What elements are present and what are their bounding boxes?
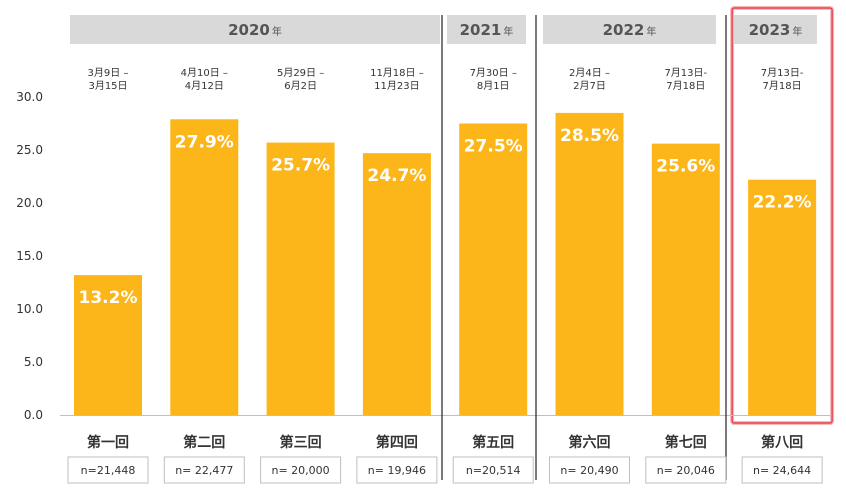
sample-size-label: n= 20,046 (657, 464, 715, 477)
sample-size-box (356, 456, 438, 484)
sample-size-label: n=20,514 (466, 464, 521, 477)
period-end: 4月12日 (185, 80, 224, 92)
sample-size-label: n= 24,644 (753, 464, 811, 477)
sample-size-box (452, 456, 534, 484)
year-header (734, 15, 817, 44)
year-number: 2020 (228, 21, 270, 39)
sample-size-box (260, 456, 342, 484)
year-unit: 年 (792, 25, 802, 38)
year-header (543, 15, 716, 44)
category-label: 第二回 (183, 434, 225, 451)
sample-size-box (549, 456, 630, 484)
category-label: 第七回 (665, 434, 707, 451)
year-number: 2021 (460, 21, 502, 39)
sample-size-box (645, 456, 727, 484)
value-label: 28.5% (560, 126, 619, 146)
category-label: 第五回 (472, 434, 514, 451)
value-label: 27.5% (464, 137, 523, 157)
y-tick-label: 10.0 (16, 302, 43, 316)
highlight-box (731, 7, 833, 424)
year-label: 2021 年 (460, 21, 514, 39)
period-end: 11月23日 (374, 80, 419, 92)
period-end: 6月2日 (284, 80, 317, 92)
sample-size-label: n= 19,946 (368, 464, 426, 477)
sample-size-box (163, 456, 245, 484)
value-label: 25.7% (271, 156, 330, 176)
bar-4 (362, 153, 431, 415)
year-unit: 年 (503, 25, 513, 38)
year-label: 2020 年 (228, 21, 282, 39)
sample-size-label: n= 22,477 (175, 464, 233, 477)
period-start: 7月30日 – (470, 67, 517, 79)
period-end: 3月15日 (88, 80, 127, 92)
period-end: 7月18日 (763, 80, 802, 92)
year-label: 2022 年 (603, 21, 657, 39)
year-unit: 年 (272, 25, 282, 38)
bar-1 (74, 275, 142, 415)
value-label: 27.9% (175, 132, 234, 152)
year-unit: 年 (646, 25, 656, 38)
value-label: 22.2% (753, 193, 812, 213)
bar-8 (748, 179, 817, 415)
year-header (447, 15, 526, 44)
period-start: 11月18日 – (370, 67, 424, 79)
category-label: 第八回 (761, 434, 803, 451)
category-label: 第一回 (87, 434, 129, 451)
period-start: 5月29日 – (277, 67, 324, 79)
period-start: 7月13日- (761, 67, 804, 79)
period-end: 7月18日 (666, 80, 705, 92)
period-end: 8月1日 (477, 80, 510, 92)
period-start: 7月13日- (664, 67, 707, 79)
period-start: 4月10日 – (181, 67, 228, 79)
y-tick-label: 25.0 (16, 143, 43, 157)
bar-3 (266, 142, 335, 415)
sample-size-label: n= 20,490 (560, 464, 618, 477)
category-label: 第四回 (376, 434, 418, 451)
value-label: 25.6% (656, 157, 715, 177)
category-label: 第三回 (280, 434, 322, 451)
sample-size-label: n=21,448 (81, 464, 136, 477)
y-tick-label: 5.0 (24, 355, 43, 369)
sample-size-box (67, 456, 149, 484)
y-tick-label: 20.0 (16, 196, 43, 210)
period-start: 2月4日 – (569, 67, 610, 79)
value-label: 13.2% (79, 288, 138, 308)
y-tick-label: 30.0 (16, 90, 43, 104)
year-header (70, 15, 440, 44)
bar-6 (555, 112, 624, 416)
sample-size-box (741, 456, 823, 484)
y-tick-label: 0.0 (24, 408, 43, 422)
period-end: 2月7日 (573, 80, 606, 92)
value-label: 24.7% (367, 166, 426, 186)
y-tick-label: 15.0 (16, 249, 43, 263)
bar-5 (459, 123, 528, 415)
year-number: 2022 (603, 21, 645, 39)
sample-size-label: n= 20,000 (272, 464, 330, 477)
category-label: 第六回 (569, 434, 611, 451)
bar-2 (170, 119, 239, 415)
period-start: 3月9日 – (88, 67, 129, 79)
year-number: 2023 (749, 21, 791, 39)
year-label: 2023 年 (749, 21, 803, 39)
bar-7 (651, 143, 720, 415)
